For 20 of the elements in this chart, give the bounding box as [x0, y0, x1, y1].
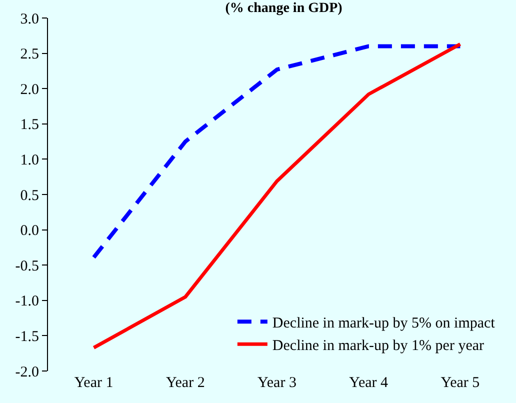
y-tick-label: 1.0 [20, 152, 39, 168]
x-tick-label: Year 1 [74, 375, 114, 391]
y-tick-label: 0.0 [20, 223, 39, 240]
y-tick-label: -1.5 [15, 328, 39, 345]
y-tick-label: 1.5 [20, 117, 39, 134]
chart-title: (% change in GDP) [225, 0, 343, 16]
line-series [92, 44, 462, 260]
x-tick-label: Year 3 [258, 375, 296, 391]
legend-label: Decline in mark-up by 1% per year [272, 338, 484, 354]
y-tick-label: 2.0 [20, 82, 39, 98]
x-tick-label: Year 4 [349, 375, 389, 391]
y-tick-label: -1.0 [15, 294, 39, 310]
y-tick-label: 2.5 [20, 46, 39, 63]
y-tick-label: -0.5 [15, 258, 39, 274]
x-tick-label: Year 2 [166, 375, 205, 391]
legend-label: Decline in mark-up by 5% on impact [272, 316, 496, 332]
y-tick-label: 3.0 [20, 11, 39, 28]
y-tick-label: -2.0 [15, 364, 39, 380]
x-tick-label: Year 5 [440, 375, 480, 391]
y-tick-label: 0.5 [20, 188, 39, 204]
